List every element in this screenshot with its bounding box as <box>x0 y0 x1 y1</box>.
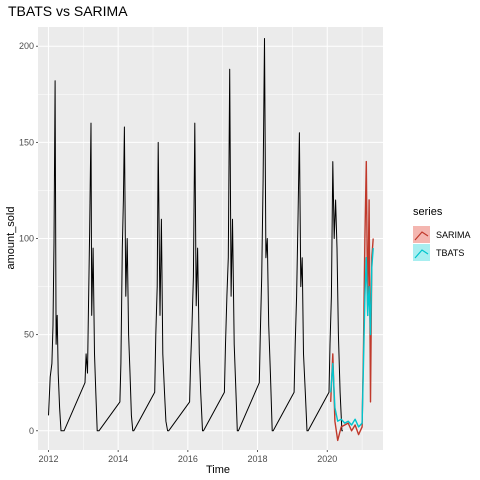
y-tick-label: 100 <box>19 234 34 244</box>
legend-item-sarima: SARIMA <box>413 226 471 243</box>
legend-line-sarima <box>414 231 429 241</box>
x-tick-label: 2018 <box>248 454 268 464</box>
y-tick-label: 150 <box>19 137 34 147</box>
series-lines <box>48 38 374 442</box>
y-axis-ticks: 0 50 100 150 200 <box>19 41 38 436</box>
series-line-tbats <box>330 248 374 428</box>
x-axis-label: Time <box>206 464 230 476</box>
legend-line-tbats <box>414 249 429 259</box>
x-tick-label: 2014 <box>108 454 128 464</box>
series-line-sarima <box>330 160 374 442</box>
y-tick-label: 50 <box>24 330 34 340</box>
series-line-observed <box>48 38 343 432</box>
legend-key-tbats <box>413 244 430 261</box>
legend-item-tbats: TBATS <box>413 244 464 261</box>
x-tick-label: 2020 <box>317 454 337 464</box>
chart-title: TBATS vs SARIMA <box>8 3 128 19</box>
x-tick-label: 2016 <box>178 454 198 464</box>
y-tick-label: 0 <box>29 426 34 436</box>
legend: series SARIMA TBATS <box>413 206 471 261</box>
x-axis-ticks: 2012 2014 2016 2018 2020 <box>38 450 337 464</box>
y-tick-label: 200 <box>19 41 34 51</box>
legend-label-sarima: SARIMA <box>436 230 471 240</box>
legend-title: series <box>413 206 443 218</box>
legend-key-sarima <box>413 226 430 243</box>
grid-lines <box>38 27 383 450</box>
legend-label-tbats: TBATS <box>436 248 464 258</box>
x-tick-label: 2012 <box>38 454 58 464</box>
y-axis-label: amount_sold <box>5 207 17 270</box>
